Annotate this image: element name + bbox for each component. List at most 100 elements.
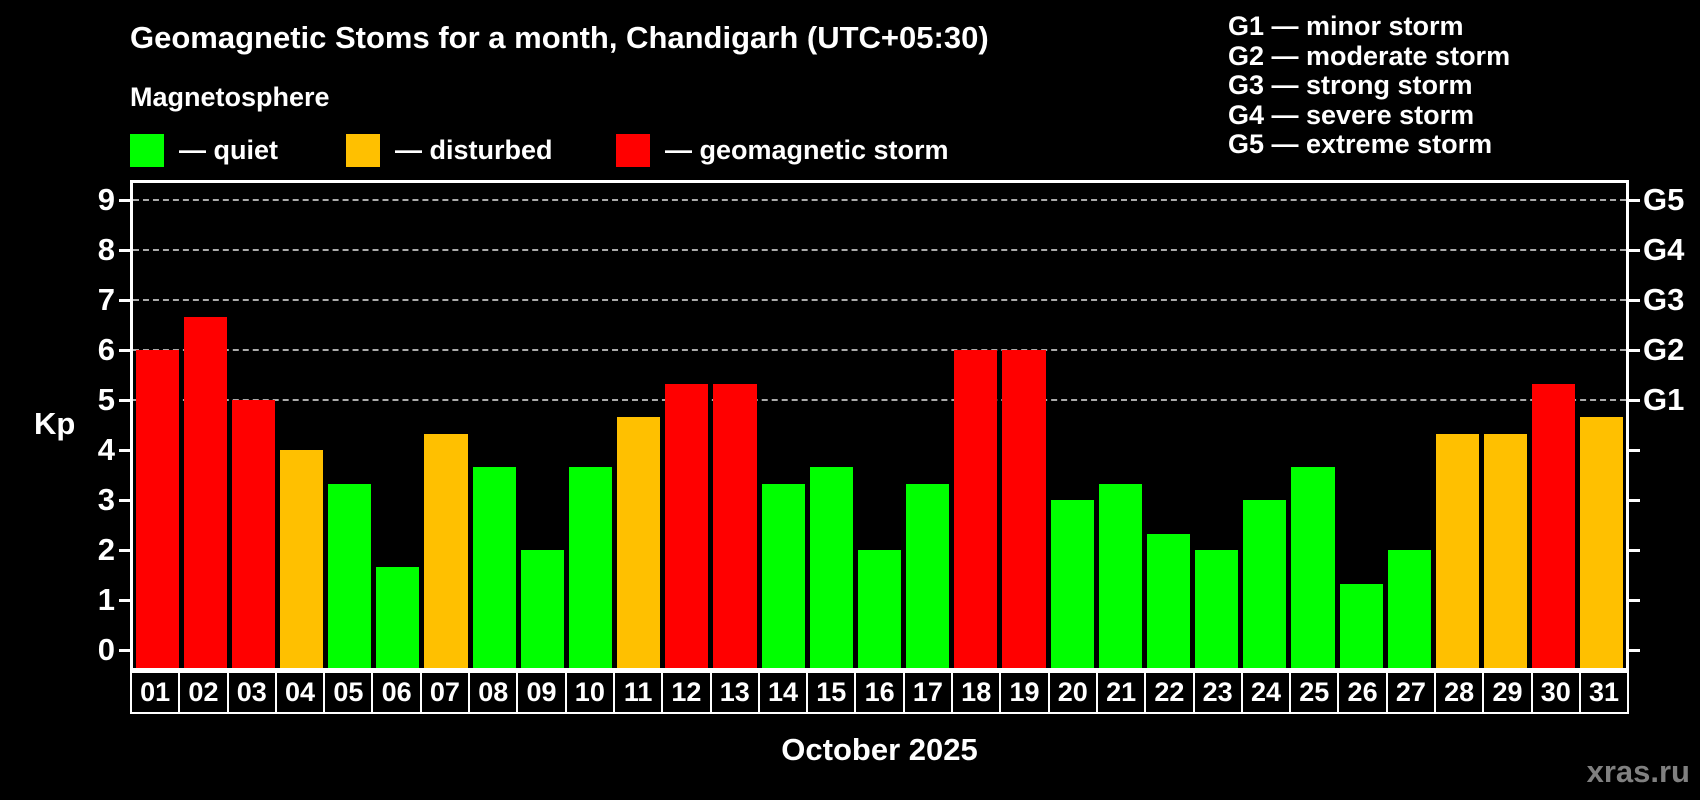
chart-subtitle: Magnetosphere — [130, 82, 330, 112]
y-tick-left-9 — [119, 198, 130, 202]
storm-scale-line-1: G1 — minor storm — [1228, 11, 1464, 41]
y-tick-label-8: 8 — [97, 232, 115, 267]
bar-day-05 — [328, 483, 372, 668]
legend-label-storm: — geomagnetic storm — [665, 135, 949, 165]
day-cell-14: 14 — [757, 671, 809, 714]
bar-day-04 — [279, 450, 324, 668]
bar-day-02 — [183, 316, 227, 668]
disturbed-swatch-icon — [346, 134, 380, 167]
day-cell-25: 25 — [1289, 671, 1340, 714]
y-tick-right-3 — [1629, 498, 1640, 502]
y-tick-label-9: 9 — [97, 182, 115, 217]
legend-item-disturbed: — disturbed — [346, 134, 553, 167]
storm-swatch-icon — [616, 134, 650, 167]
y-tick-label-0: 0 — [97, 632, 115, 667]
gridline-kp-8 — [133, 249, 1626, 251]
bar-day-25 — [1291, 466, 1335, 668]
storm-scale-line-3: G3 — strong storm — [1228, 70, 1473, 100]
chart-title: Geomagnetic Stoms for a month, Chandigar… — [130, 20, 989, 55]
y-tick-right-1 — [1629, 598, 1640, 602]
day-cell-04: 04 — [274, 671, 326, 714]
day-cell-12: 12 — [661, 671, 712, 714]
plot-area — [130, 180, 1629, 671]
y-tick-right-5 — [1629, 398, 1640, 402]
day-cell-28: 28 — [1434, 671, 1485, 714]
gridline-kp-5 — [133, 399, 1626, 401]
bar-day-23 — [1195, 550, 1239, 668]
legend-label-disturbed: — disturbed — [395, 135, 553, 165]
g-scale-label-G5: G5 — [1643, 182, 1685, 217]
day-cell-26: 26 — [1337, 671, 1388, 714]
day-cell-22: 22 — [1144, 671, 1195, 714]
day-cell-17: 17 — [902, 671, 954, 714]
day-cell-21: 21 — [1095, 671, 1147, 714]
bar-day-31 — [1580, 416, 1624, 668]
gridline-kp-7 — [133, 299, 1626, 301]
bar-day-21 — [1098, 483, 1142, 668]
bar-day-07 — [424, 433, 468, 668]
day-cell-27: 27 — [1385, 671, 1437, 714]
bar-day-29 — [1484, 433, 1528, 668]
day-cell-18: 18 — [951, 671, 1002, 714]
day-cell-07: 07 — [419, 671, 471, 714]
day-cell-06: 06 — [371, 671, 422, 714]
day-cell-11: 11 — [612, 671, 664, 714]
g-scale-label-G1: G1 — [1643, 382, 1685, 417]
storm-scale-legend: G1 — minor storm G2 — moderate storm G3 — … — [1228, 11, 1511, 160]
plot-inner — [133, 183, 1626, 668]
y-tick-label-7: 7 — [97, 282, 115, 317]
y-tick-left-8 — [119, 248, 130, 252]
day-cell-19: 19 — [999, 671, 1050, 714]
x-axis-day-labels: 01 02 03 04 05 06 07 08 09 10 11 12 13 14 15 16 17 18 19 20… — [130, 671, 1630, 714]
bar-day-14 — [761, 483, 805, 668]
x-axis-month-label: October 2025 — [781, 732, 978, 767]
day-cell-20: 20 — [1047, 671, 1098, 714]
g-scale-label-G4: G4 — [1643, 232, 1685, 267]
y-tick-label-2: 2 — [97, 532, 115, 567]
watermark: xras.ru — [1586, 754, 1690, 789]
day-cell-24: 24 — [1240, 671, 1292, 714]
bar-day-06 — [376, 566, 420, 668]
day-cell-23: 23 — [1192, 671, 1243, 714]
y-tick-label-3: 3 — [97, 482, 115, 517]
bar-day-15 — [809, 466, 853, 668]
y-tick-right-9 — [1629, 198, 1640, 202]
day-cell-01: 01 — [130, 671, 181, 714]
gridline-kp-9 — [133, 199, 1626, 201]
g-scale-label-G3: G3 — [1643, 282, 1685, 317]
y-tick-label-4: 4 — [97, 432, 115, 467]
bar-day-19 — [1002, 350, 1046, 668]
y-tick-label-5: 5 — [97, 382, 115, 417]
bar-day-11 — [617, 416, 661, 668]
day-cell-31: 31 — [1578, 671, 1630, 714]
bar-day-20 — [1050, 500, 1094, 668]
bar-day-16 — [857, 550, 902, 668]
day-cell-15: 15 — [806, 671, 857, 714]
day-cell-29: 29 — [1482, 671, 1533, 714]
y-tick-left-7 — [119, 298, 130, 302]
y-tick-left-6 — [119, 348, 130, 352]
bar-day-17 — [906, 483, 950, 668]
bar-day-28 — [1435, 433, 1479, 668]
day-cell-30: 30 — [1530, 671, 1581, 714]
y-tick-right-7 — [1629, 298, 1640, 302]
bar-day-12 — [665, 383, 709, 668]
y-tick-right-0 — [1629, 648, 1640, 652]
y-tick-left-0 — [119, 648, 130, 652]
legend-item-storm: — geomagnetic storm — [616, 134, 949, 167]
bar-day-08 — [472, 466, 516, 668]
bar-day-26 — [1339, 583, 1383, 668]
storm-scale-line-2: G2 — moderate storm — [1228, 40, 1511, 71]
y-tick-left-4 — [119, 448, 130, 452]
day-cell-10: 10 — [564, 671, 615, 714]
bar-day-03 — [231, 400, 275, 668]
g-scale-label-G2: G2 — [1643, 332, 1685, 367]
quiet-swatch-icon — [130, 134, 164, 167]
day-cell-16: 16 — [854, 671, 905, 714]
y-tick-label-6: 6 — [97, 332, 115, 367]
gridline-kp-6 — [133, 349, 1626, 351]
bar-day-09 — [520, 550, 564, 668]
bar-day-27 — [1387, 550, 1431, 668]
bar-day-18 — [954, 350, 998, 668]
